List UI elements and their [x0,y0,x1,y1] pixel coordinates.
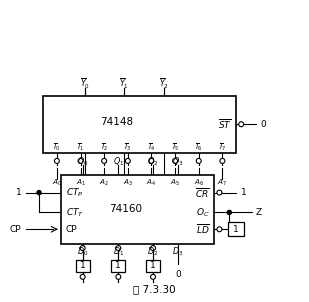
Circle shape [220,159,225,163]
Text: CP: CP [10,225,21,234]
Circle shape [150,246,155,251]
Text: 1: 1 [150,262,156,270]
Bar [61,175,214,244]
Text: $D_0$: $D_0$ [77,246,88,258]
Text: $\overline{Y}_2$: $\overline{Y}_2$ [159,76,169,91]
Text: 图 7.3.30: 图 7.3.30 [133,284,175,294]
Text: $A_2$: $A_2$ [99,178,109,188]
Text: $\overline{LD}$: $\overline{LD}$ [196,222,210,236]
Text: $A_6$: $A_6$ [194,178,204,188]
Text: $\overline{I}_5$: $\overline{I}_5$ [171,141,179,153]
Circle shape [80,274,85,279]
Text: 74148: 74148 [100,117,133,127]
Circle shape [217,190,222,195]
Bar [146,260,160,272]
Circle shape [173,159,178,163]
Circle shape [102,159,107,163]
Text: $D_2$: $D_2$ [147,246,159,258]
Text: $A_0$: $A_0$ [52,178,62,188]
Text: $CT_T$: $CT_T$ [66,206,84,219]
Text: $\overline{I}_1$: $\overline{I}_1$ [77,141,84,153]
Text: $Q_0$: $Q_0$ [77,156,88,168]
Text: $D_1$: $D_1$ [113,246,124,258]
Text: $\overline{I}_2$: $\overline{I}_2$ [101,141,108,153]
Text: 0: 0 [175,270,181,279]
Circle shape [227,210,231,215]
Bar [43,95,236,153]
Text: $Q_1$: $Q_1$ [113,156,124,168]
Text: $Q_3$: $Q_3$ [172,156,184,168]
Text: Z: Z [256,208,262,217]
Text: 1: 1 [15,188,21,197]
Bar [228,222,244,236]
Text: $A_4$: $A_4$ [146,178,157,188]
Text: $\overline{I}_4$: $\overline{I}_4$ [148,141,155,153]
Text: $D_3$: $D_3$ [172,246,184,258]
Text: CP: CP [66,225,78,234]
Text: $\overline{I}_0$: $\overline{I}_0$ [53,141,61,153]
Text: $O_C$: $O_C$ [196,206,210,219]
Circle shape [149,159,154,163]
Text: 74160: 74160 [109,204,142,214]
Circle shape [239,122,244,127]
Text: $\overline{I}_6$: $\overline{I}_6$ [195,141,202,153]
Circle shape [54,159,59,163]
Text: $A_5$: $A_5$ [170,178,180,188]
Circle shape [37,191,41,195]
Text: $Q_2$: $Q_2$ [147,156,159,168]
Text: $\overline{ST}$: $\overline{ST}$ [218,117,231,131]
Text: $\overline{I}_3$: $\overline{I}_3$ [124,141,131,153]
Text: $A_7$: $A_7$ [217,178,227,188]
Text: 1: 1 [116,262,121,270]
Text: 1: 1 [80,262,86,270]
Circle shape [116,246,121,251]
Circle shape [116,274,121,279]
Bar [76,260,90,272]
Circle shape [196,159,201,163]
Text: 1: 1 [241,188,247,197]
Text: $\overline{Y}_0$: $\overline{Y}_0$ [80,76,90,91]
Text: $\overline{CR}$: $\overline{CR}$ [195,186,210,200]
Circle shape [78,159,83,163]
Text: 0: 0 [260,120,266,129]
Text: $\overline{Y}_1$: $\overline{Y}_1$ [119,76,129,91]
Text: $CT_P$: $CT_P$ [66,186,83,199]
Circle shape [150,274,155,279]
Circle shape [80,246,85,251]
Circle shape [125,159,130,163]
Text: 1: 1 [233,225,239,234]
Text: $A_3$: $A_3$ [123,178,133,188]
Text: $\overline{I}_7$: $\overline{I}_7$ [219,141,226,153]
Text: $A_1$: $A_1$ [75,178,86,188]
Bar [111,260,125,272]
Circle shape [217,227,222,232]
